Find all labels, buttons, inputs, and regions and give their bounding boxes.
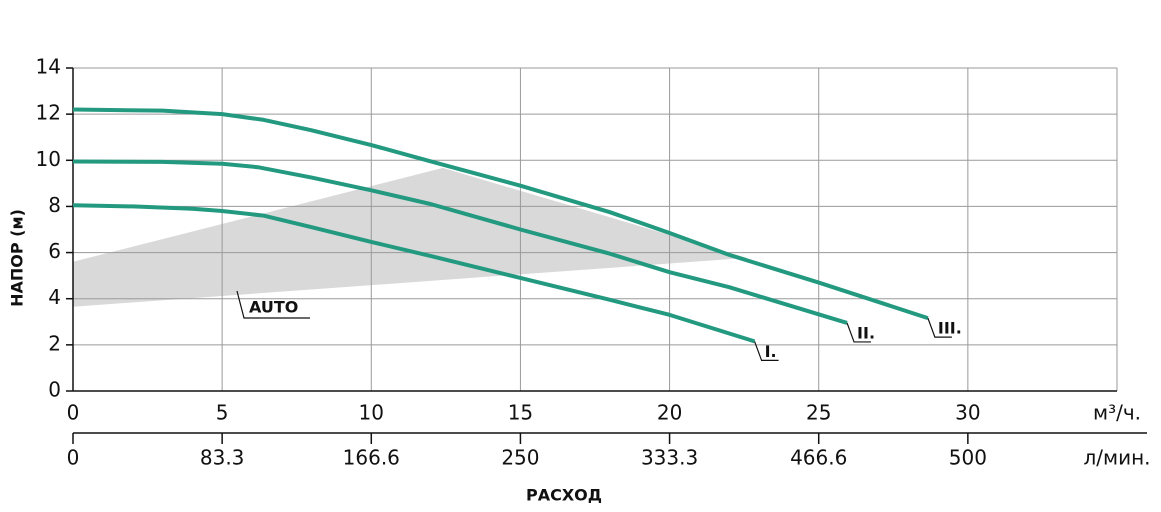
y-tick-label: 6 bbox=[48, 239, 61, 263]
y-tick-label: 8 bbox=[48, 193, 61, 217]
y-tick-label: 0 bbox=[48, 378, 61, 402]
y-tick-label: 10 bbox=[36, 147, 61, 171]
x2-unit: л/мин. bbox=[1083, 446, 1150, 470]
x-tick-label: 25 bbox=[806, 401, 831, 425]
curve bbox=[72, 107, 929, 320]
x-axis-label: РАСХОД bbox=[526, 486, 602, 505]
series-label: III. bbox=[938, 319, 962, 338]
x2-tick-label: 466.6 bbox=[790, 446, 847, 470]
leader-line bbox=[236, 290, 310, 319]
x2-tick-label: 83.3 bbox=[200, 446, 245, 470]
x2-tick-label: 333.3 bbox=[641, 446, 698, 470]
x2-tick-label: 250 bbox=[501, 446, 539, 470]
y-tick-label: 4 bbox=[48, 285, 61, 309]
x2-tick-label: 0 bbox=[67, 446, 80, 470]
auto-label: AUTO bbox=[249, 298, 298, 317]
x-tick-label: 20 bbox=[657, 401, 682, 425]
leader-line bbox=[846, 322, 872, 343]
y-tick-label: 2 bbox=[48, 331, 61, 355]
series-label: II. bbox=[857, 323, 875, 342]
auto-zone bbox=[73, 167, 748, 307]
curve bbox=[72, 159, 848, 325]
x-unit: м³/ч. bbox=[1093, 401, 1141, 425]
leader-line bbox=[927, 317, 952, 338]
x-tick-label: 15 bbox=[508, 401, 533, 425]
curve bbox=[72, 203, 756, 344]
y-tick-label: 14 bbox=[36, 55, 61, 79]
y-axis-label: НАПОР (м) bbox=[8, 209, 27, 307]
series-label: I. bbox=[765, 342, 777, 361]
x2-tick-label: 166.6 bbox=[343, 446, 400, 470]
x-tick-label: 5 bbox=[216, 401, 229, 425]
x-tick-label: 10 bbox=[359, 401, 384, 425]
leader-line bbox=[754, 341, 779, 361]
x2-tick-label: 500 bbox=[949, 446, 987, 470]
x-tick-label: 30 bbox=[955, 401, 980, 425]
y-tick-label: 12 bbox=[36, 101, 61, 125]
x-tick-label: 0 bbox=[67, 401, 80, 425]
